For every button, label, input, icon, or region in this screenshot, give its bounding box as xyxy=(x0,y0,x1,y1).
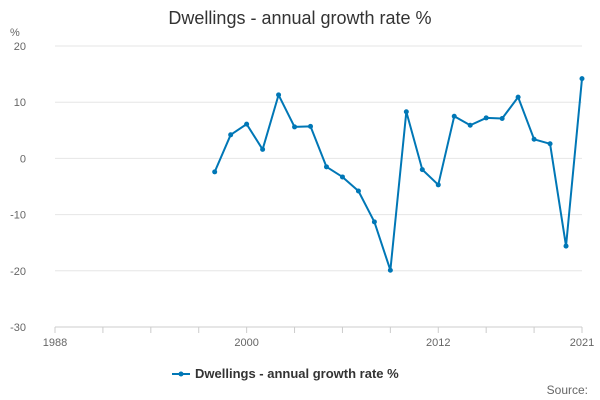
x-tick-label: 2000 xyxy=(234,337,258,349)
series-line xyxy=(213,78,583,272)
data-point[interactable] xyxy=(579,76,585,82)
source-label: Source: xyxy=(547,383,588,397)
data-point[interactable] xyxy=(451,113,457,119)
data-point[interactable] xyxy=(419,167,425,173)
y-tick-label: 20 xyxy=(14,41,26,53)
grid-lines xyxy=(55,45,582,328)
legend-label: Dwellings - annual growth rate % xyxy=(195,366,399,381)
y-tick-label: -20 xyxy=(10,266,26,278)
data-point[interactable] xyxy=(515,94,521,100)
data-point[interactable] xyxy=(276,92,282,98)
data-point[interactable] xyxy=(292,124,298,130)
y-axis-tick-labels: 20 10 0 -10 -20 -30 xyxy=(10,41,26,334)
data-point[interactable] xyxy=(339,174,345,180)
data-point[interactable] xyxy=(228,132,234,138)
data-point[interactable] xyxy=(483,115,489,121)
data-point[interactable] xyxy=(563,243,569,249)
data-point[interactable] xyxy=(403,109,409,115)
data-point[interactable] xyxy=(308,123,314,129)
data-point[interactable] xyxy=(499,115,505,121)
y-tick-label: -30 xyxy=(10,322,26,334)
data-point[interactable] xyxy=(355,188,361,194)
data-point[interactable] xyxy=(435,182,441,188)
data-point[interactable] xyxy=(212,169,218,175)
x-tick-label: 2012 xyxy=(426,337,450,349)
data-point[interactable] xyxy=(323,164,329,170)
data-point[interactable] xyxy=(547,141,553,147)
chart-title: Dwellings - annual growth rate % xyxy=(168,8,431,28)
data-point[interactable] xyxy=(531,136,537,142)
x-tick-label: 1988 xyxy=(43,337,67,349)
data-point[interactable] xyxy=(371,219,377,225)
y-tick-label: 0 xyxy=(20,153,26,165)
y-tick-label: 10 xyxy=(14,97,26,109)
x-tick-label: 2021 xyxy=(570,337,594,349)
y-tick-label: -10 xyxy=(10,210,26,222)
data-point[interactable] xyxy=(260,146,266,152)
x-axis xyxy=(54,326,583,333)
series-layer xyxy=(212,76,585,273)
legend[interactable]: Dwellings - annual growth rate % xyxy=(172,366,399,381)
data-point[interactable] xyxy=(244,121,250,127)
y-axis-unit-label: % xyxy=(10,27,20,39)
data-point[interactable] xyxy=(467,122,473,128)
legend-swatch-marker xyxy=(178,371,184,377)
x-axis-tick-labels: 1988 2000 2012 2021 xyxy=(43,337,594,349)
data-point[interactable] xyxy=(387,267,393,273)
